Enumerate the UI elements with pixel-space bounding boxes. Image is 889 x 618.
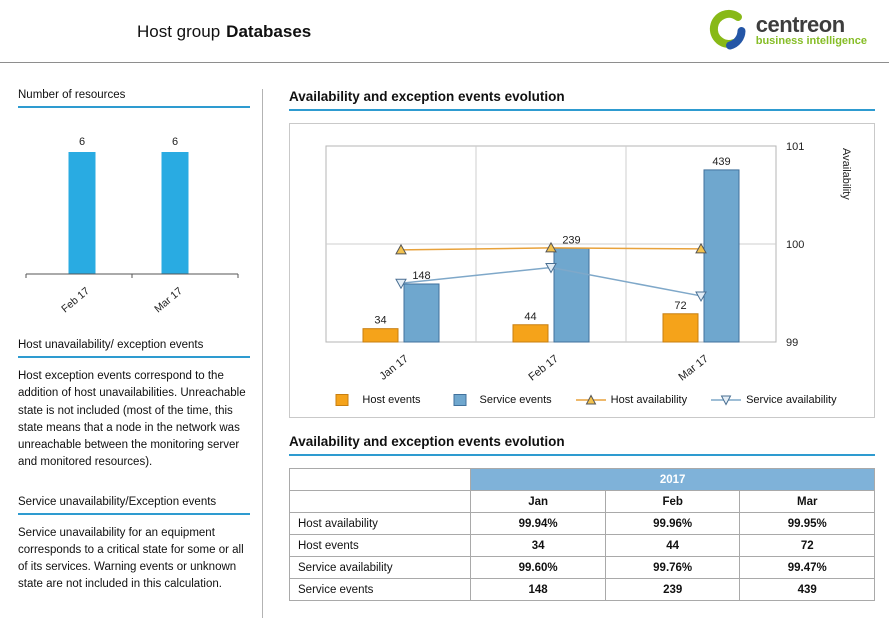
centreon-wordmark: centreon xyxy=(755,11,845,37)
centreon-tagline: business intelligence xyxy=(755,34,867,47)
main-panel: Availability and exception events evolut… xyxy=(275,89,889,618)
table-value-cell: 99.94% xyxy=(470,512,606,535)
triangle-up-marker xyxy=(395,243,407,255)
table-value-cell: 439 xyxy=(739,578,875,601)
availability-table: 2017 Jan Feb Mar Host availability 99.94% 99.9… xyxy=(288,468,875,601)
page-title-prefix: Host group xyxy=(137,22,221,41)
legend-item-service-availability: Service availability xyxy=(711,393,837,407)
triangle-up-marker xyxy=(695,242,707,254)
table-month-header: Mar xyxy=(739,490,875,513)
legend-swatch-icon xyxy=(453,394,467,406)
bar-value-label: 34 xyxy=(374,315,386,327)
right-axis-tick-label: 101 xyxy=(786,141,804,153)
page-title: Host group Databases xyxy=(137,22,311,42)
table-year-header: 2017 xyxy=(470,468,875,491)
triangle-down-marker xyxy=(695,291,707,302)
availability-table-title: Availability and exception events evolut… xyxy=(289,434,875,456)
centreon-logo-text: centreon business intelligence xyxy=(756,13,867,48)
legend-label: Service availability xyxy=(746,394,837,406)
table-value-cell: 99.95% xyxy=(739,512,875,535)
category-label: Jan 17 xyxy=(377,353,410,383)
table-row-label: Host availability xyxy=(288,512,472,535)
category-label: Feb 17 xyxy=(59,285,92,314)
table-value-cell: 239 xyxy=(604,578,741,601)
availability-chart-title: Availability and exception events evolut… xyxy=(289,89,875,111)
resources-bar-chart: 6 6 Feb 17 Mar 17 xyxy=(18,114,250,319)
table-row-label: Host events xyxy=(288,534,472,557)
legend-line-marker-icon xyxy=(711,395,742,406)
bar-value-label: 44 xyxy=(524,311,536,323)
chart-legend: Host events Service events Host availabili… xyxy=(298,389,866,411)
bar-value-label: 6 xyxy=(172,136,178,148)
table-corner-cell xyxy=(288,490,472,513)
legend-swatch-icon xyxy=(335,394,349,406)
legend-item-service-events: Service events xyxy=(445,393,552,407)
table-value-cell: 34 xyxy=(470,534,606,557)
table-corner-cell xyxy=(288,468,472,491)
bar-value-label: 72 xyxy=(674,300,686,312)
bar-service-events xyxy=(703,169,740,343)
resources-section-title: Number of resources xyxy=(18,89,250,108)
table-month-header: Jan xyxy=(470,490,606,513)
table-value-cell: 72 xyxy=(739,534,875,557)
table-month-header: Feb xyxy=(604,490,741,513)
bar-value-label: 148 xyxy=(412,270,430,282)
availability-combo-chart: 99 100 101 Availability 34 44 72 148 239 439 Jan 1… xyxy=(298,132,866,389)
triangle-up-marker xyxy=(545,241,557,253)
table-row: Service events 148 239 439 xyxy=(288,578,875,601)
table-value-cell: 99.60% xyxy=(470,556,606,579)
category-label: Mar 17 xyxy=(676,353,710,384)
vertical-divider xyxy=(262,89,263,618)
bar-value-label: 239 xyxy=(562,234,580,246)
table-row-label: Service events xyxy=(288,578,472,601)
sidebar: Number of resources 6 6 Feb 17 Mar 17 Host … xyxy=(18,89,250,618)
service-section-text: Service unavailability for an equipment … xyxy=(18,526,244,591)
report-body: Number of resources 6 6 Feb 17 Mar 17 Host … xyxy=(0,63,889,618)
resource-bar xyxy=(68,152,96,274)
right-axis-title: Availability xyxy=(840,148,852,200)
service-section-title: Service unavailability/Exception events xyxy=(18,496,250,515)
triangle-down-marker xyxy=(545,263,557,274)
host-section-title: Host unavailability/ exception events xyxy=(18,339,250,358)
table-value-cell: 44 xyxy=(604,534,741,557)
availability-chart-box: 99 100 101 Availability 34 44 72 148 239 439 Jan 1… xyxy=(289,123,875,418)
bar-value-label: 439 xyxy=(712,156,730,168)
centreon-logo: centreon business intelligence xyxy=(703,9,867,51)
legend-label: Host availability xyxy=(610,394,688,406)
bar-value-label: 6 xyxy=(79,136,85,148)
legend-line-marker-icon xyxy=(575,394,606,405)
category-label: Feb 17 xyxy=(526,353,560,384)
legend-item-host-availability: Host availability xyxy=(575,393,688,407)
table-value-cell: 99.96% xyxy=(604,512,741,535)
bar-host-events xyxy=(662,313,699,343)
bar-service-events xyxy=(553,247,590,343)
table-row: Host availability 99.94% 99.96% 99.95% xyxy=(288,512,875,535)
legend-item-host-events: Host events xyxy=(327,393,421,407)
table-value-cell: 99.47% xyxy=(739,556,875,579)
availability-chart-svg: 99 100 101 Availability 34 44 72 148 239 439 Jan 1… xyxy=(325,141,852,384)
triangle-down-marker xyxy=(395,278,407,290)
resources-chart-svg: 6 6 Feb 17 Mar 17 xyxy=(25,136,239,315)
page-title-group-name: Databases xyxy=(226,22,312,41)
table-value-cell: 148 xyxy=(470,578,606,601)
table-row-label: Service availability xyxy=(288,556,472,579)
legend-label: Service events xyxy=(479,394,552,406)
host-section-text: Host exception events correspond to the … xyxy=(18,370,246,469)
bar-host-events xyxy=(512,324,549,343)
table-row: Host events 34 44 72 xyxy=(288,534,875,557)
bar-host-events xyxy=(362,328,399,343)
legend-label: Host events xyxy=(362,394,421,406)
centreon-logo-icon xyxy=(709,9,746,50)
resource-bar xyxy=(161,152,189,274)
table-row: Service availability 99.60% 99.76% 99.47% xyxy=(288,556,875,579)
right-axis-tick-label: 100 xyxy=(786,239,804,251)
category-label: Mar 17 xyxy=(152,285,185,314)
report-header: Host group Databases centreon business in… xyxy=(0,0,889,63)
bar-service-events xyxy=(403,283,440,343)
table-value-cell: 99.76% xyxy=(604,556,741,579)
right-axis-tick-label: 99 xyxy=(786,337,798,349)
